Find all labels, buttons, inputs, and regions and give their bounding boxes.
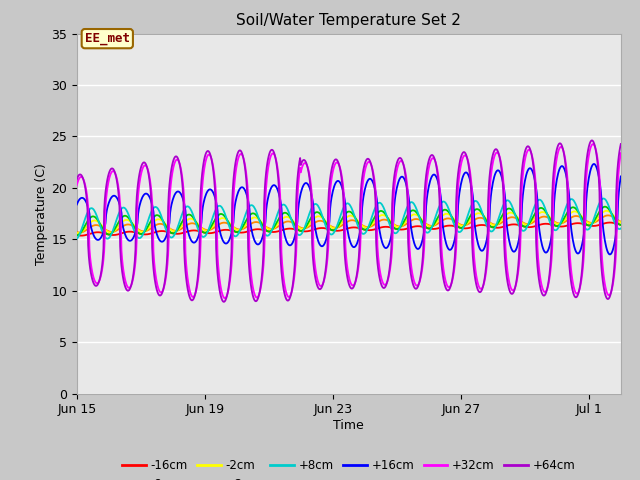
- X-axis label: Time: Time: [333, 419, 364, 432]
- Text: EE_met: EE_met: [84, 32, 130, 45]
- Legend: -16cm, -8cm, -2cm, +2cm, +8cm, +16cm, +32cm, +64cm: -16cm, -8cm, -2cm, +2cm, +8cm, +16cm, +3…: [118, 455, 580, 480]
- Title: Soil/Water Temperature Set 2: Soil/Water Temperature Set 2: [236, 13, 461, 28]
- Y-axis label: Temperature (C): Temperature (C): [35, 163, 49, 264]
